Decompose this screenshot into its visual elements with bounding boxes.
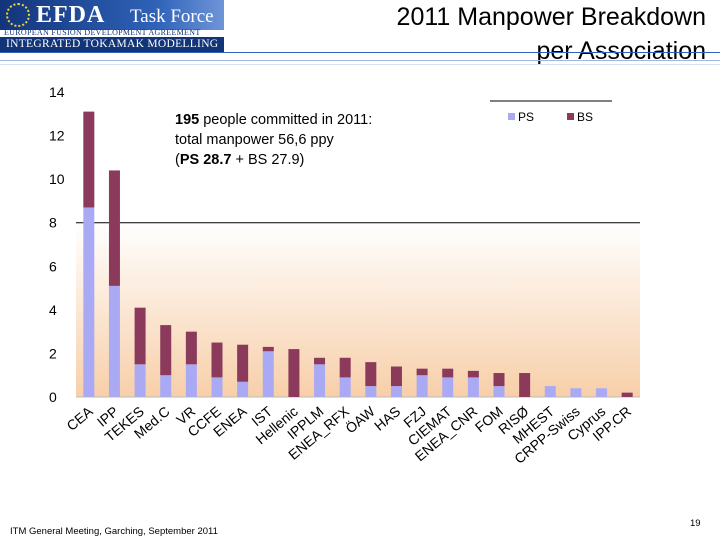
bar-ps-0	[83, 207, 95, 397]
bar-ps-16	[493, 386, 505, 397]
bar-bs-9	[314, 357, 326, 365]
eu-stars-icon	[6, 3, 30, 27]
summary-annotation: 195 people committed in 2011: total manp…	[172, 110, 392, 172]
bar-ps-10	[339, 377, 351, 397]
x-tick-label-12: HAS	[371, 403, 403, 434]
legend-swatch-ps	[508, 113, 515, 120]
bar-ps-19	[570, 388, 582, 397]
y-tick-label-4: 8	[49, 215, 57, 231]
bar-ps-7	[262, 351, 274, 397]
bar-bs-17	[519, 373, 531, 397]
annotation-line1-text: people committed in 2011:	[199, 112, 373, 128]
bar-ps-9	[314, 364, 326, 397]
legend-swatch-bs	[567, 113, 574, 120]
bar-bs-10	[339, 357, 351, 378]
legend-label-ps: PS	[518, 110, 534, 124]
bar-bs-11	[365, 362, 377, 387]
bar-bs-15	[467, 370, 479, 378]
logo-efda-text: EFDA	[36, 2, 106, 28]
bar-ps-18	[544, 386, 556, 397]
bar-ps-2	[134, 364, 146, 397]
bar-ps-14	[442, 377, 454, 397]
y-tick-label-5: 10	[49, 171, 65, 187]
efda-logo: EFDA Task Force EUROPEAN FUSION DEVELOPM…	[0, 0, 224, 52]
annotation-people-count: 195	[175, 112, 200, 128]
header-rule-faint	[0, 64, 720, 65]
bar-bs-5	[211, 342, 223, 378]
bar-ps-1	[108, 285, 120, 397]
bar-bs-1	[108, 170, 120, 286]
bar-ps-11	[365, 386, 377, 397]
header-rule-light	[0, 60, 720, 61]
annotation-paren: (	[175, 152, 180, 168]
annotation-ps-total: PS 28.7	[179, 152, 232, 168]
logo-banner: EFDA Task Force	[0, 0, 224, 30]
page-number: 19	[690, 518, 701, 529]
bar-ps-3	[160, 375, 172, 397]
x-tick-label-0: CEA	[63, 403, 96, 434]
y-tick-label-0: 0	[49, 389, 57, 405]
y-tick-label-2: 4	[49, 302, 57, 318]
bar-bs-6	[237, 344, 249, 382]
bar-bs-8	[288, 349, 300, 397]
bar-bs-7	[262, 346, 274, 352]
header-rule	[0, 52, 720, 53]
bar-ps-13	[416, 375, 428, 397]
annotation-bs-total: + BS 27.9)	[231, 152, 305, 168]
bar-bs-12	[390, 366, 402, 387]
bar-bs-3	[160, 325, 172, 376]
bar-ps-5	[211, 377, 223, 397]
y-tick-label-7: 14	[49, 84, 65, 100]
legend-label-bs: BS	[577, 110, 593, 124]
footer-meeting: ITM General Meeting, Garching, September…	[10, 526, 218, 537]
slide-title-line1: 2011 Manpower Breakdown	[396, 3, 706, 31]
y-tick-label-6: 12	[49, 128, 65, 144]
annotation-line1: 195 people committed in 2011:	[175, 110, 392, 130]
y-tick-label-3: 6	[49, 258, 57, 274]
bar-bs-2	[134, 307, 146, 365]
bar-bs-21	[621, 392, 633, 397]
bar-bs-16	[493, 373, 505, 387]
annotation-line2: total manpower 56,6 ppy	[175, 132, 334, 148]
y-tick-label-1: 2	[49, 345, 57, 361]
bar-ps-15	[467, 377, 479, 397]
bar-ps-6	[237, 381, 249, 397]
bar-ps-4	[185, 364, 197, 397]
logo-task-force-text: Task Force	[130, 6, 214, 27]
annotation-line3: (PS 28.7 + BS 27.9)	[175, 150, 392, 170]
bar-ps-12	[390, 386, 402, 397]
logo-itm-bar: INTEGRATED TOKAMAK MODELLING	[0, 37, 224, 52]
logo-subtitle: EUROPEAN FUSION DEVELOPMENT AGREEMENT	[4, 28, 201, 37]
bar-bs-4	[185, 331, 197, 365]
bar-bs-13	[416, 368, 428, 376]
bar-ps-20	[596, 388, 608, 397]
bar-bs-0	[83, 111, 95, 208]
bar-bs-14	[442, 368, 454, 378]
